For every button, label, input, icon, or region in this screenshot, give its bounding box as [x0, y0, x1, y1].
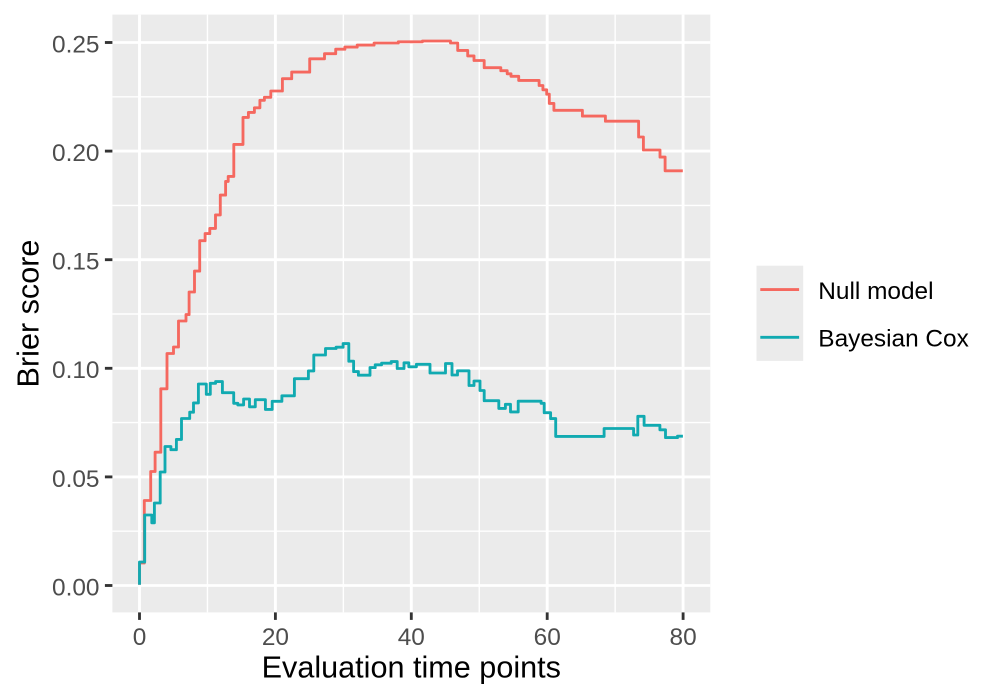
svg-text:40: 40: [398, 624, 425, 651]
svg-text:Brier score: Brier score: [12, 240, 46, 388]
svg-text:80: 80: [670, 624, 697, 651]
svg-text:0.05: 0.05: [52, 466, 99, 493]
svg-text:0.20: 0.20: [52, 140, 99, 167]
svg-text:60: 60: [534, 624, 561, 651]
svg-text:0.15: 0.15: [52, 249, 99, 276]
svg-text:0.10: 0.10: [52, 357, 99, 384]
svg-text:20: 20: [262, 624, 289, 651]
svg-text:0: 0: [133, 624, 147, 651]
svg-text:Null model: Null model: [818, 278, 933, 305]
svg-text:Bayesian Cox: Bayesian Cox: [818, 326, 969, 353]
svg-text:Evaluation time points: Evaluation time points: [262, 650, 561, 684]
svg-text:0.00: 0.00: [52, 574, 99, 601]
svg-text:0.25: 0.25: [52, 31, 99, 58]
